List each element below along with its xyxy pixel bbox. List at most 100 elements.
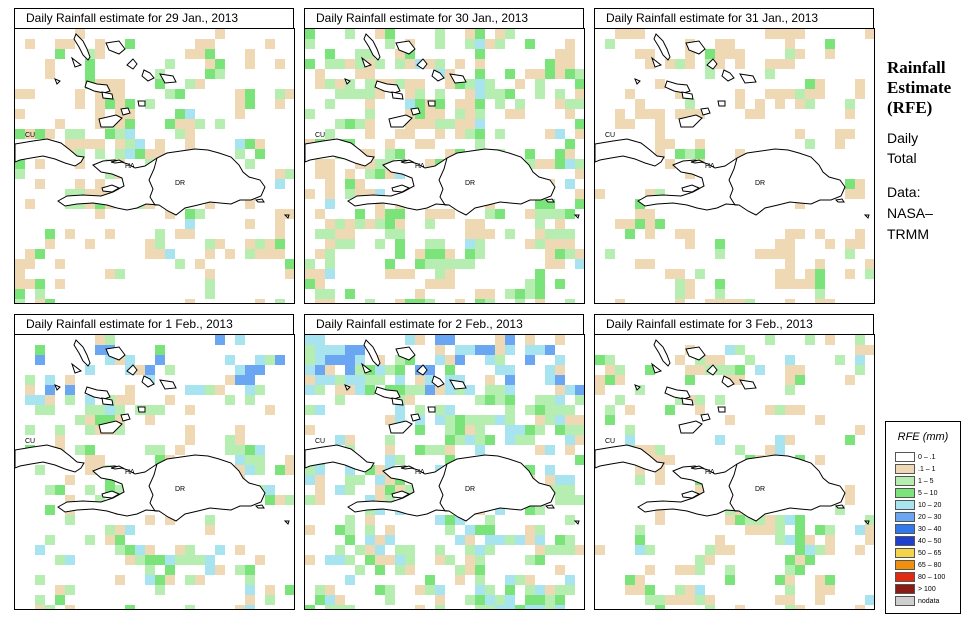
rainfall-cell [335,79,345,89]
rainfall-cell [595,189,605,199]
bahamas-island-outline [706,58,718,70]
rainfall-cell [575,395,584,405]
rainfall-cell [245,199,255,209]
rainfall-cell [635,385,645,395]
rainfall-cell [635,575,645,585]
rainfall-cell [455,575,465,585]
rainfall-cell [705,355,715,365]
rainfall-map: CU HA DR [304,28,585,304]
haiti-dr-border [728,463,739,512]
bahamas-island-outline [427,406,436,413]
rainfall-cell [355,565,365,575]
tortuga-outline [690,465,705,470]
bahamas-island-outline [651,362,663,374]
rainfall-cell [565,405,575,415]
rainfall-cell [465,259,475,269]
legend-swatch [895,464,915,474]
rainfall-cell [855,189,865,199]
rainfall-cell [35,595,45,605]
rainfall-cell [375,199,385,209]
rainfall-cell [225,445,235,455]
rainfall-cell [355,355,365,365]
rainfall-cell [525,465,535,475]
rainfall-cell [695,109,705,119]
rainfall-cell [705,545,715,555]
rainfall-cell [565,445,575,455]
rainfall-cell [675,59,685,69]
bahamas-island-outline [395,40,416,55]
rainfall-cell [255,139,265,149]
rainfall-cell [345,435,355,445]
rainfall-cell [525,595,535,605]
rainfall-cell [555,159,565,169]
rainfall-cell [635,475,645,485]
rainfall-cell [475,139,485,149]
bahamas-island-outline [126,364,138,376]
rainfall-cell [475,249,485,259]
rainfall-cell [675,149,685,159]
rainfall-cell [365,79,375,89]
rainfall-cell [45,395,55,405]
rainfall-cell [195,209,205,219]
rainfall-cell [265,595,275,605]
rainfall-cell [865,535,874,545]
rainfall-cell [75,189,85,199]
rainfall-cell [685,365,695,375]
rainfall-cell [305,495,315,505]
rainfall-cell [275,99,285,109]
rainfall-map-panel: CU HA DR Daily Rainfall estimate for 2 Feb.… [304,314,585,611]
rainfall-cell [445,425,455,435]
rainfall-cell [725,39,735,49]
rainfall-cell [165,575,175,585]
caption-total: Total [887,150,917,166]
rainfall-cell [485,395,495,405]
rainfall-cell [635,465,645,475]
rainfall-cell [785,375,795,385]
rainfall-cell [455,259,465,269]
rainfall-cell [675,299,685,303]
rainfall-cell [135,365,145,375]
rainfall-cell [305,279,315,289]
rainfall-cell [315,475,325,485]
bahamas-island-outline [449,73,467,84]
rainfall-cell [345,485,355,495]
country-label: CU [315,438,325,445]
rainfall-cell [515,435,525,445]
rainfall-cell [145,515,155,525]
rainfall-cell [485,525,495,535]
panel-title: Daily Rainfall estimate for 29 Jan., 201… [14,8,294,29]
bahamas-island-outline [363,33,381,61]
bahamas-island-outline [159,379,177,390]
rainfall-cell [435,39,445,49]
rainfall-cell [245,465,255,475]
rainfall-cell [565,249,575,259]
rainfall-cell [325,79,335,89]
rainfall-cell [325,605,335,609]
rainfall-cell [345,79,355,89]
rainfall-cell [615,299,625,303]
rainfall-cell [715,249,725,259]
rainfall-cell [485,299,495,303]
rainfall-cell [505,335,515,345]
rainfall-cell [785,555,795,565]
rainfall-cell [715,239,725,249]
rainfall-cell [825,299,835,303]
rainfall-cell [725,345,735,355]
rainfall-cell [325,219,335,229]
rainfall-cell [645,59,655,69]
rainfall-cell [425,385,435,395]
rainfall-cell [275,239,285,249]
rainfall-cell [435,29,445,39]
rainfall-cell [85,485,95,495]
rainfall-cell [575,159,584,169]
rainfall-cell [65,515,75,525]
rainfall-cell [105,485,115,495]
rainfall-cell [85,395,95,405]
rainfall-cell [405,565,415,575]
rainfall-cell [835,505,845,515]
rainfall-cell [465,535,475,545]
rainfall-cell [855,239,865,249]
rainfall-cell [775,445,785,455]
rainfall-cell [45,385,55,395]
rainfall-cell [355,49,365,59]
